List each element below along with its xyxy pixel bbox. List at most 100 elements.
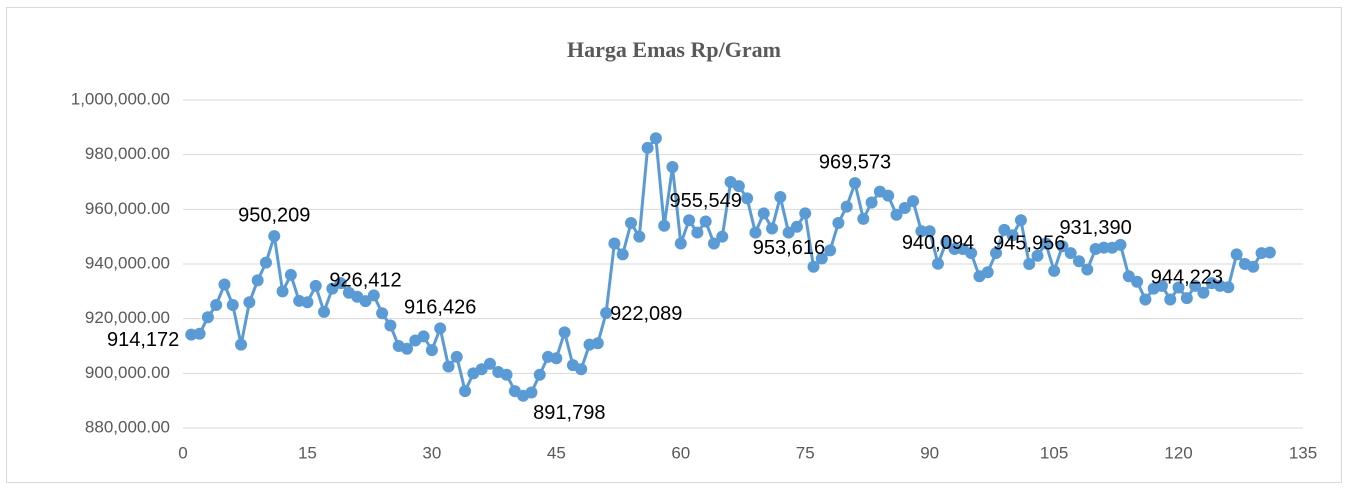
data-point bbox=[268, 230, 281, 243]
data-point bbox=[658, 219, 671, 232]
data-point bbox=[1189, 279, 1202, 292]
data-point bbox=[857, 212, 870, 225]
data-point bbox=[500, 368, 513, 381]
data-point bbox=[1131, 275, 1144, 288]
data-label: 891,798 bbox=[533, 402, 605, 424]
data-point bbox=[832, 217, 845, 229]
chart-title: Harga Emas Rp/Gram bbox=[567, 37, 781, 62]
y-tick-label: 1,000,000.00 bbox=[71, 89, 170, 108]
data-label: 916,426 bbox=[404, 297, 476, 319]
data-label: 940,094 bbox=[902, 232, 974, 254]
data-point bbox=[1006, 229, 1019, 242]
data-point bbox=[633, 230, 646, 243]
x-tick-label: 0 bbox=[178, 443, 187, 462]
data-point bbox=[840, 200, 853, 213]
data-point bbox=[309, 279, 322, 292]
data-point bbox=[948, 242, 961, 255]
data-point bbox=[301, 296, 314, 309]
data-point bbox=[674, 237, 687, 250]
data-point bbox=[931, 257, 944, 270]
y-tick-label: 920,000.00 bbox=[85, 308, 170, 327]
data-point bbox=[591, 337, 604, 350]
data-point bbox=[965, 247, 978, 260]
data-point bbox=[376, 307, 389, 320]
data-point bbox=[425, 344, 438, 357]
data-point bbox=[550, 352, 563, 365]
data-point bbox=[276, 285, 289, 298]
data-point bbox=[890, 208, 903, 221]
data-point bbox=[235, 338, 248, 351]
data-point bbox=[666, 160, 679, 173]
y-tick-label: 980,000.00 bbox=[85, 144, 170, 163]
data-point bbox=[981, 266, 994, 279]
data-point bbox=[384, 319, 397, 332]
data-point bbox=[1139, 293, 1152, 306]
data-point bbox=[1230, 248, 1243, 261]
data-point bbox=[1056, 240, 1069, 253]
data-point bbox=[1197, 286, 1210, 299]
data-point bbox=[915, 225, 928, 238]
data-point bbox=[757, 207, 770, 220]
x-tick-label: 90 bbox=[920, 443, 939, 462]
data-label: 922,089 bbox=[610, 303, 682, 325]
data-point bbox=[1048, 264, 1061, 277]
data-point bbox=[1222, 281, 1235, 294]
data-point bbox=[318, 305, 331, 318]
data-point bbox=[898, 201, 911, 214]
data-point bbox=[442, 360, 455, 373]
data-point bbox=[533, 368, 546, 381]
data-point bbox=[1073, 255, 1085, 268]
data-point bbox=[1081, 263, 1094, 276]
x-tick-label: 105 bbox=[1040, 443, 1068, 462]
x-tick-label: 30 bbox=[422, 443, 441, 462]
data-point bbox=[1247, 260, 1260, 273]
data-point bbox=[1114, 238, 1127, 251]
data-point bbox=[741, 192, 754, 205]
data-point bbox=[218, 278, 231, 291]
x-tick-label: 135 bbox=[1289, 443, 1317, 462]
data-label: 931,390 bbox=[1059, 217, 1131, 239]
data-point bbox=[259, 256, 272, 269]
data-point bbox=[707, 237, 720, 250]
data-point bbox=[849, 177, 861, 190]
data-point bbox=[641, 141, 654, 154]
data-point bbox=[799, 207, 812, 220]
data-point bbox=[865, 196, 878, 209]
data-point bbox=[201, 311, 214, 324]
data-point bbox=[716, 230, 729, 243]
data-point bbox=[766, 222, 779, 235]
data-point bbox=[1164, 293, 1177, 306]
data-point bbox=[251, 274, 264, 287]
x-tick-label: 120 bbox=[1164, 443, 1192, 462]
data-point bbox=[608, 237, 621, 250]
data-point bbox=[923, 225, 936, 238]
data-point bbox=[691, 226, 704, 239]
y-tick-label: 940,000.00 bbox=[85, 253, 170, 272]
data-point bbox=[1263, 246, 1276, 259]
data-point bbox=[575, 363, 588, 376]
x-tick-label: 75 bbox=[796, 443, 815, 462]
data-label: 969,573 bbox=[819, 151, 891, 173]
data-point bbox=[1039, 237, 1052, 250]
data-point bbox=[450, 350, 463, 363]
data-point bbox=[417, 330, 430, 343]
data-point bbox=[790, 220, 803, 233]
data-point bbox=[284, 268, 297, 281]
data-point bbox=[732, 180, 745, 193]
data-point bbox=[334, 277, 347, 290]
x-tick-label: 60 bbox=[671, 443, 690, 462]
data-point bbox=[699, 215, 712, 228]
y-tick-label: 900,000.00 bbox=[85, 363, 170, 382]
data-point bbox=[243, 296, 256, 309]
data-point bbox=[1155, 279, 1168, 292]
x-tick-label: 15 bbox=[298, 443, 317, 462]
data-point bbox=[193, 327, 206, 340]
data-point bbox=[1014, 214, 1027, 227]
data-label: 944,223 bbox=[1151, 266, 1223, 288]
data-point bbox=[625, 217, 637, 229]
y-tick-label: 880,000.00 bbox=[85, 417, 170, 436]
data-point bbox=[525, 386, 538, 399]
data-point bbox=[990, 247, 1003, 260]
data-label: 945,956 bbox=[993, 232, 1065, 254]
